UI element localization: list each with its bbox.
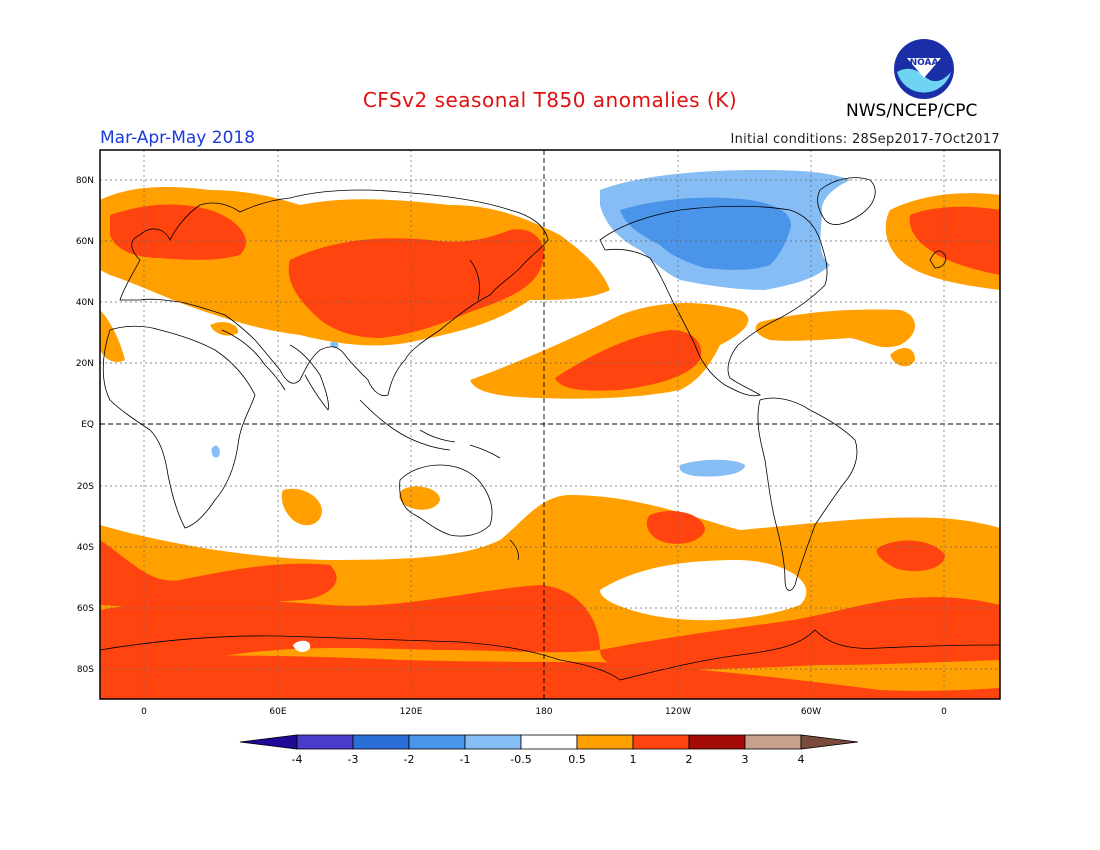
colorbar-label: 0.5 [568, 753, 586, 766]
colorbar-right-arrow [800, 734, 859, 750]
colorbar-label: -0.5 [510, 753, 531, 766]
colorbar-label: 2 [686, 753, 693, 766]
lat-axis: 80N 60N 40N 20N EQ 20S 40S 60S 80S [76, 176, 94, 675]
lon-label: 60E [269, 707, 286, 717]
coastlines [100, 177, 1000, 681]
colorbar-label: -3 [348, 753, 359, 766]
colorbar-box [296, 734, 354, 750]
map-title: CFSv2 seasonal T850 anomalies (K) [362, 88, 738, 112]
lon-axis: 0 60E 120E 180 120W 60W 0 [141, 707, 947, 717]
lat-label: 60S [77, 604, 94, 614]
lon-label: 120W [665, 707, 691, 717]
colorbar-left-arrow [239, 734, 298, 750]
initial-conditions-label: Initial conditions: 28Sep2017-7Oct2017 [730, 132, 1000, 147]
colorbar-box [464, 734, 522, 750]
colorbar-box [688, 734, 746, 750]
colorbar-box [520, 734, 578, 750]
colorbar: -4 -3 -2 -1 -0.5 0.5 1 2 3 4 [239, 734, 859, 766]
lat-label: 80N [76, 176, 94, 186]
lon-label: 0 [941, 707, 947, 717]
lat-lon-grid [100, 150, 1000, 699]
lat-label: EQ [81, 420, 94, 430]
map-frame [99, 149, 1001, 700]
lon-label: 180 [535, 707, 552, 717]
colorbar-box [352, 734, 410, 750]
lon-label: 60W [801, 707, 821, 717]
lat-label: 20S [77, 482, 94, 492]
colorbar-label: 4 [798, 753, 805, 766]
colorbar-label: -1 [460, 753, 471, 766]
weak-region-south-pacific [600, 560, 807, 621]
colorbar-box [744, 734, 802, 750]
colorbar-label: -2 [404, 753, 415, 766]
lat-label: 20N [76, 359, 94, 369]
lon-label: 0 [141, 707, 147, 717]
colorbar-label: -4 [292, 753, 303, 766]
lat-label: 40S [77, 543, 94, 553]
logo-text: NOAA [910, 58, 939, 68]
colorbar-box [632, 734, 690, 750]
anomaly-field [100, 150, 1000, 699]
colorbar-box [576, 734, 634, 750]
colorbar-label: 3 [742, 753, 749, 766]
agency-label: NWS/NCEP/CPC [846, 101, 978, 121]
lon-label: 120E [400, 707, 423, 717]
colorbar-box [408, 734, 466, 750]
season-label: Mar-Apr-May 2018 [100, 128, 256, 148]
noaa-logo-icon: NOAA [894, 39, 954, 99]
equator-and-dateline [100, 150, 1000, 699]
lat-label: 60N [76, 237, 94, 247]
colorbar-label: 1 [630, 753, 637, 766]
lat-label: 80S [77, 665, 94, 675]
lat-label: 40N [76, 298, 94, 308]
